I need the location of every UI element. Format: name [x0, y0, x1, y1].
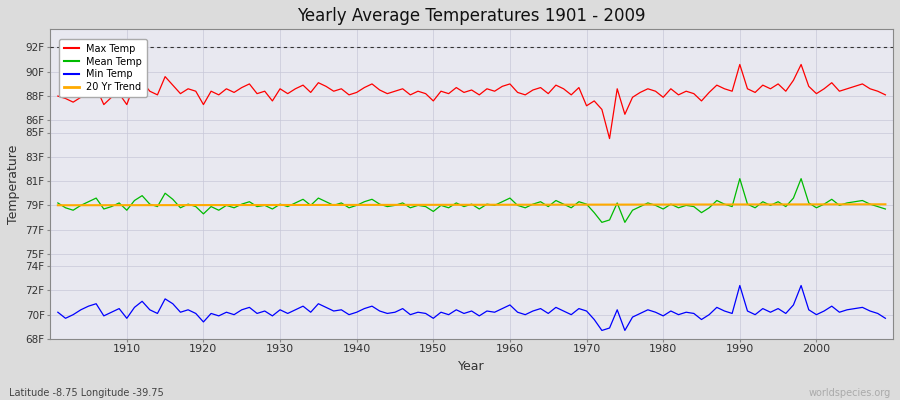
Y-axis label: Temperature: Temperature — [7, 144, 20, 224]
Legend: Max Temp, Mean Temp, Min Temp, 20 Yr Trend: Max Temp, Mean Temp, Min Temp, 20 Yr Tre… — [59, 39, 148, 97]
X-axis label: Year: Year — [458, 360, 485, 373]
Text: worldspecies.org: worldspecies.org — [809, 388, 891, 398]
Title: Yearly Average Temperatures 1901 - 2009: Yearly Average Temperatures 1901 - 2009 — [297, 7, 646, 25]
Text: Latitude -8.75 Longitude -39.75: Latitude -8.75 Longitude -39.75 — [9, 388, 164, 398]
